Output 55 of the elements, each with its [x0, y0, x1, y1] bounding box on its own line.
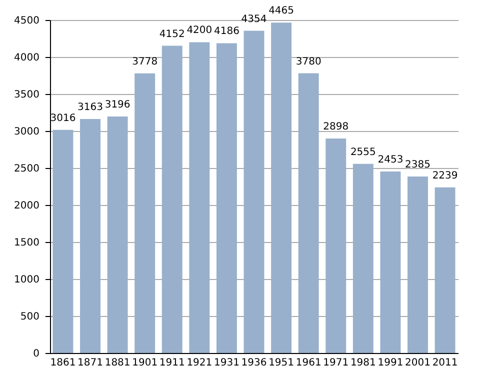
x-tick-label: 1971 [323, 358, 349, 368]
bar [352, 164, 374, 353]
y-tick-label: 4000 [14, 52, 40, 64]
bar [434, 187, 456, 353]
y-tick-label: 0 [33, 348, 40, 360]
bar [80, 118, 100, 353]
bar [134, 73, 156, 353]
x-tick-label: 1951 [268, 358, 294, 368]
bar [189, 42, 210, 353]
x-tick-label: 1921 [186, 358, 212, 368]
bar [162, 46, 182, 353]
bar [271, 22, 292, 353]
x-tick-label: 1991 [378, 358, 404, 368]
y-tick-label: 1000 [14, 274, 40, 286]
x-tick-label: 1936 [241, 358, 267, 368]
data-label: 4200 [186, 25, 212, 36]
bar [380, 171, 401, 353]
data-label: 4152 [159, 28, 185, 40]
data-label: 3016 [50, 112, 76, 124]
x-tick-label: 1871 [78, 358, 103, 368]
bar [244, 30, 264, 353]
data-label: 2239 [432, 170, 458, 182]
bar [52, 130, 74, 353]
y-tick-label: 500 [20, 312, 40, 322]
bar [216, 43, 237, 353]
y-tick-label: 3000 [14, 126, 40, 138]
x-tick-label: 1981 [350, 358, 376, 368]
bar [298, 73, 319, 353]
y-tick-label: 2000 [14, 200, 40, 212]
bar [107, 116, 128, 353]
x-tick-label: 2001 [405, 358, 430, 368]
x-tick-label: 1881 [104, 358, 130, 368]
data-label: 4465 [268, 6, 294, 17]
x-tick-label: 1901 [132, 358, 158, 368]
data-label: 4186 [214, 26, 240, 38]
data-label: 3780 [296, 56, 322, 68]
y-tick-label: 3500 [14, 90, 40, 100]
data-label: 3778 [132, 56, 158, 68]
data-label: 2898 [323, 122, 349, 133]
x-tick-label: 1931 [214, 358, 240, 368]
data-label: 4354 [241, 14, 267, 25]
data-label: 2555 [350, 146, 376, 158]
data-label: 2385 [405, 160, 430, 171]
x-tick-label: 1861 [50, 358, 76, 368]
data-label: 3196 [104, 99, 130, 110]
x-tick-label: 1961 [296, 358, 322, 368]
y-tick-label: 4500 [14, 16, 40, 26]
x-tick-label: 1911 [159, 358, 185, 368]
data-label: 2453 [378, 154, 404, 166]
y-tick-label: 1500 [14, 238, 40, 248]
data-label: 3163 [78, 102, 103, 113]
bar [326, 138, 346, 353]
y-tick-label: 2500 [14, 164, 40, 174]
bar [408, 176, 428, 353]
x-tick-label: 2011 [432, 358, 458, 368]
